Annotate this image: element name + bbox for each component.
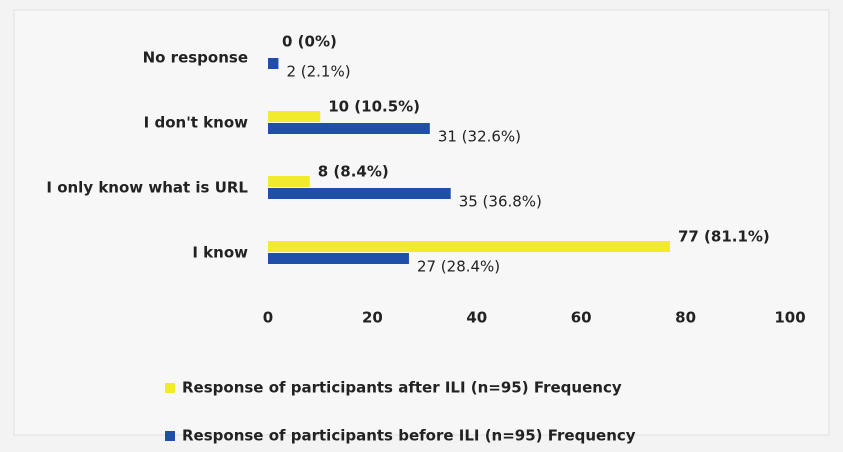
- legend-swatch: [165, 431, 175, 441]
- value-label: 77 (81.1%): [678, 228, 770, 246]
- y-tick-label: I don't know: [144, 114, 248, 132]
- bar: [268, 176, 310, 187]
- bar: [268, 58, 279, 69]
- x-tick-label: 40: [466, 309, 487, 327]
- legend-swatch: [165, 383, 175, 393]
- y-tick-label: No response: [143, 49, 248, 67]
- bar: [268, 253, 409, 264]
- value-label: 10 (10.5%): [328, 98, 420, 116]
- value-label: 31 (32.6%): [438, 128, 521, 146]
- bar: [268, 123, 430, 134]
- value-label: 0 (0%): [282, 33, 337, 51]
- x-tick-label: 0: [263, 309, 273, 327]
- y-tick-label: I know: [192, 244, 248, 262]
- value-label: 35 (36.8%): [459, 193, 542, 211]
- x-tick-label: 20: [362, 309, 383, 327]
- value-label: 8 (8.4%): [318, 163, 389, 181]
- legend-label: Response of participants before ILI (n=9…: [182, 427, 636, 445]
- value-label: 2 (2.1%): [286, 63, 350, 81]
- bar: [268, 188, 451, 199]
- x-tick-label: 80: [675, 309, 696, 327]
- value-label: 27 (28.4%): [417, 258, 500, 276]
- bar: [268, 111, 321, 122]
- x-tick-label: 100: [774, 309, 805, 327]
- bar: [268, 241, 670, 252]
- plot-frame: [13, 9, 830, 436]
- legend-label: Response of participants after ILI (n=95…: [182, 379, 622, 397]
- y-tick-label: I only know what is URL: [46, 179, 248, 197]
- x-tick-label: 60: [571, 309, 592, 327]
